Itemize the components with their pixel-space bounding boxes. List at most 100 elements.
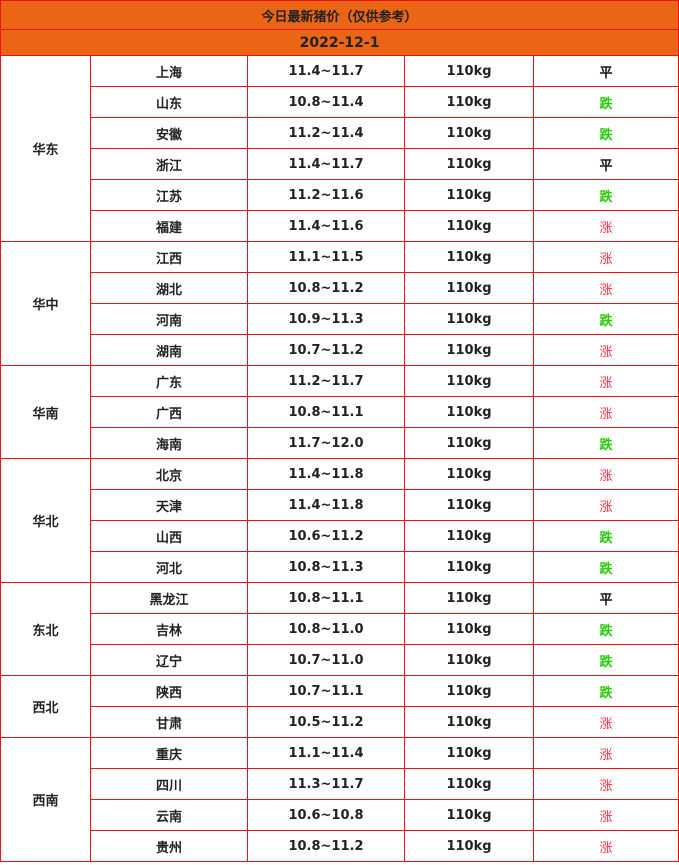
trend-cell: 跌 [532,551,679,583]
price-cell: 10.8~11.4 [247,86,405,118]
weight-cell: 110kg [404,365,534,397]
province-cell: 山东 [90,86,248,118]
weight-cell: 110kg [404,117,534,149]
price-cell: 11.1~11.5 [247,241,405,273]
province-cell: 湖北 [90,272,248,304]
trend-cell: 涨 [532,241,679,273]
trend-cell: 跌 [532,520,679,552]
price-cell: 10.7~11.0 [247,644,405,676]
province-cell: 黑龙江 [90,582,248,614]
region-cell: 华中 [0,241,91,366]
price-cell: 11.3~11.7 [247,768,405,800]
weight-cell: 110kg [404,799,534,831]
price-cell: 10.8~11.2 [247,830,405,862]
province-cell: 重庆 [90,737,248,769]
table-row: 华北 北京 11.4~11.8 110kg 涨 [0,458,679,583]
table-row: 河南 10.9~11.3 110kg 跌 [1,303,679,335]
price-cell: 11.4~11.8 [247,489,405,521]
table-row: 贵州 10.8~11.2 110kg 涨 [1,830,679,862]
region-cell: 华北 [0,458,91,583]
region-cell: 华东 [0,55,91,242]
region-cell: 西南 [0,737,91,862]
table-row: 安徽 11.2~11.4 110kg 跌 [1,117,679,149]
trend-cell: 涨 [532,396,679,428]
weight-cell: 110kg [404,55,534,87]
price-cell: 10.8~11.1 [247,582,405,614]
price-cell: 10.8~11.1 [247,396,405,428]
weight-cell: 110kg [404,737,534,769]
table-row: 湖北 10.8~11.2 110kg 涨 [1,272,679,304]
province-cell: 甘肃 [90,706,248,738]
table-row: 云南 10.6~10.8 110kg 涨 [1,799,679,831]
province-cell: 福建 [90,210,248,242]
price-cell: 11.2~11.6 [247,179,405,211]
price-cell: 11.4~11.6 [247,210,405,242]
table-row: 福建 11.4~11.6 110kg 涨 [1,210,679,242]
price-cell: 11.2~11.4 [247,117,405,149]
trend-cell: 平 [532,55,679,87]
weight-cell: 110kg [404,644,534,676]
weight-cell: 110kg [404,582,534,614]
weight-cell: 110kg [404,334,534,366]
weight-cell: 110kg [404,86,534,118]
province-cell: 湖南 [90,334,248,366]
table-row: 甘肃 10.5~11.2 110kg 涨 [1,706,679,738]
table-row: 西北 陕西 10.7~11.1 110kg 跌 [0,675,679,738]
table-row: 湖南 10.7~11.2 110kg 涨 [1,334,679,366]
trend-cell: 涨 [532,799,679,831]
price-cell: 10.5~11.2 [247,706,405,738]
weight-cell: 110kg [404,179,534,211]
trend-cell: 跌 [532,613,679,645]
table-row: 辽宁 10.7~11.0 110kg 跌 [1,644,679,676]
trend-cell: 跌 [532,644,679,676]
price-cell: 10.9~11.3 [247,303,405,335]
table-row: 华东 上海 11.4~11.7 110kg 平 [0,55,679,242]
price-cell: 10.8~11.2 [247,272,405,304]
trend-cell: 涨 [532,272,679,304]
price-cell: 10.7~11.2 [247,334,405,366]
weight-cell: 110kg [404,148,534,180]
trend-cell: 跌 [532,427,679,459]
trend-cell: 平 [532,582,679,614]
province-cell: 天津 [90,489,248,521]
province-cell: 四川 [90,768,248,800]
trend-cell: 涨 [532,489,679,521]
province-cell: 河南 [90,303,248,335]
province-cell: 浙江 [90,148,248,180]
price-cell: 10.6~10.8 [247,799,405,831]
weight-cell: 110kg [404,551,534,583]
weight-cell: 110kg [404,427,534,459]
trend-cell: 涨 [532,830,679,862]
weight-cell: 110kg [404,830,534,862]
weight-cell: 110kg [404,520,534,552]
trend-cell: 平 [532,148,679,180]
province-cell: 吉林 [90,613,248,645]
table-row: 东北 黑龙江 10.8~11.1 110kg 平 [0,582,679,676]
weight-cell: 110kg [404,489,534,521]
table-row: 华中 江西 11.1~11.5 110kg 涨 [0,241,679,366]
trend-cell: 跌 [532,117,679,149]
province-cell: 上海 [90,55,248,87]
weight-cell: 110kg [404,675,534,707]
trend-cell: 涨 [532,365,679,397]
table-date: 2022-12-1 [0,29,679,56]
region-cell: 西北 [0,675,91,738]
table-row: 江苏 11.2~11.6 110kg 跌 [1,179,679,211]
weight-cell: 110kg [404,458,534,490]
weight-cell: 110kg [404,396,534,428]
trend-cell: 涨 [532,334,679,366]
province-cell: 贵州 [90,830,248,862]
trend-cell: 跌 [532,303,679,335]
trend-cell: 跌 [532,675,679,707]
table-title: 今日最新猪价（仅供参考） [0,0,679,30]
region-cell: 华南 [0,365,91,459]
table-row: 河北 10.8~11.3 110kg 跌 [1,551,679,583]
trend-cell: 跌 [532,179,679,211]
trend-cell: 涨 [532,737,679,769]
price-cell: 11.2~11.7 [247,365,405,397]
trend-cell: 涨 [532,768,679,800]
table-row: 广西 10.8~11.1 110kg 涨 [1,396,679,428]
province-cell: 山西 [90,520,248,552]
weight-cell: 110kg [404,706,534,738]
weight-cell: 110kg [404,241,534,273]
